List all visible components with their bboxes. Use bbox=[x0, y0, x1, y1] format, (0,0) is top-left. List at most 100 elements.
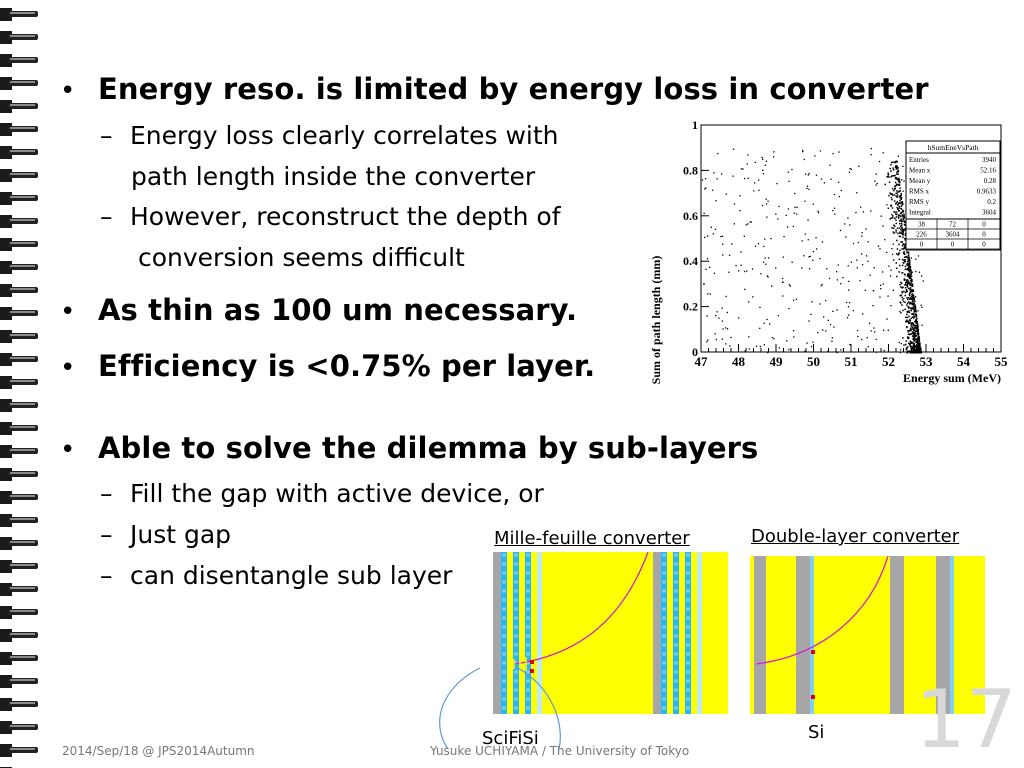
scatter-point bbox=[792, 225, 794, 228]
spiral-hole bbox=[0, 583, 12, 596]
scatter-point bbox=[882, 283, 884, 285]
scatter-point bbox=[911, 313, 914, 315]
scatter-point bbox=[898, 181, 901, 184]
scatter-point bbox=[754, 245, 757, 247]
scatter-point bbox=[912, 308, 915, 310]
scatter-point bbox=[807, 239, 809, 241]
spiral-hole bbox=[0, 514, 12, 527]
fiber-dot bbox=[514, 571, 518, 575]
scatter-point bbox=[722, 243, 724, 245]
scatter-point bbox=[898, 205, 901, 208]
scatter-point bbox=[765, 160, 768, 162]
spiral-ring-highlight bbox=[10, 288, 35, 290]
scatter-point bbox=[915, 320, 917, 322]
y-tick-label: 0 bbox=[692, 345, 698, 359]
scatter-point bbox=[914, 310, 916, 312]
spiral-ring-highlight bbox=[10, 518, 35, 520]
spiral-ring-highlight bbox=[10, 380, 35, 382]
scatter-point bbox=[810, 313, 812, 315]
scatter-point bbox=[909, 301, 911, 304]
dash-marker: – bbox=[100, 202, 113, 231]
scatter-point bbox=[902, 300, 905, 303]
x-tick-label: 47 bbox=[695, 354, 709, 369]
scatter-point bbox=[865, 255, 868, 257]
scatter-point bbox=[909, 288, 912, 290]
scatter-point bbox=[899, 294, 901, 297]
spiral-hole bbox=[0, 560, 12, 573]
scatter-point bbox=[861, 338, 863, 341]
scatter-point bbox=[897, 232, 899, 235]
scatter-point bbox=[905, 343, 907, 346]
fiber-dot bbox=[502, 598, 506, 602]
spiral-hole bbox=[0, 468, 12, 481]
scatter-point bbox=[857, 335, 859, 338]
scatter-point bbox=[907, 301, 910, 303]
scatter-point bbox=[894, 211, 896, 213]
fiber-dot bbox=[662, 580, 666, 584]
scatter-point bbox=[902, 190, 904, 192]
scatter-point bbox=[893, 194, 896, 196]
scatter-point bbox=[856, 259, 858, 261]
scatter-point bbox=[912, 345, 915, 347]
scatter-point bbox=[913, 347, 915, 349]
scatter-point bbox=[914, 324, 917, 327]
scatter-point bbox=[720, 235, 722, 238]
stats-grid-cell: 0 bbox=[951, 241, 955, 249]
subitem-reconstruct-depth: – However, reconstruct the depth of bbox=[100, 202, 561, 231]
scatter-point bbox=[898, 196, 901, 198]
spiral-ring-highlight bbox=[10, 334, 35, 336]
scatter-point bbox=[867, 346, 869, 348]
spiral-hole bbox=[0, 54, 12, 67]
x-tick-label: 54 bbox=[957, 354, 971, 369]
scatter-point bbox=[836, 351, 838, 354]
scatter-point bbox=[889, 167, 891, 170]
stats-grid-cell: 0 bbox=[982, 241, 986, 249]
scatter-point bbox=[810, 345, 813, 348]
scatter-point bbox=[911, 316, 914, 318]
spiral-ring-highlight bbox=[10, 35, 35, 37]
scatter-point bbox=[886, 318, 888, 320]
scatter-point bbox=[896, 206, 898, 209]
scatter-point bbox=[808, 172, 810, 175]
scatter-point bbox=[838, 195, 840, 198]
fiber-dot bbox=[662, 553, 666, 557]
scatter-point bbox=[898, 190, 901, 192]
spiral-ring-highlight bbox=[10, 173, 35, 175]
scatter-point bbox=[908, 293, 911, 296]
spiral-ring-highlight bbox=[10, 311, 35, 313]
scatter-point bbox=[909, 340, 911, 343]
scatter-point bbox=[906, 321, 908, 323]
scatter-point bbox=[833, 326, 835, 328]
scatter-point bbox=[879, 296, 881, 298]
scatter-point bbox=[792, 330, 795, 332]
scatter-point bbox=[833, 193, 836, 196]
scatter-point bbox=[915, 345, 917, 348]
scatter-point bbox=[831, 337, 833, 339]
fiber-dot bbox=[686, 562, 690, 566]
fiber-dot bbox=[662, 661, 666, 665]
scatter-point bbox=[898, 235, 900, 237]
scatter-point bbox=[901, 214, 904, 217]
scatter-point bbox=[919, 349, 922, 351]
scatter-point bbox=[911, 332, 913, 335]
stats-value: 3940 bbox=[982, 156, 997, 164]
scatter-point bbox=[870, 210, 872, 212]
bullet-thin: • As thin as 100 um necessary. bbox=[60, 293, 577, 327]
scatter-point bbox=[819, 257, 821, 260]
scatter-point bbox=[777, 314, 779, 317]
fiber-dot bbox=[674, 688, 678, 692]
scatter-point bbox=[759, 306, 761, 309]
scatter-point bbox=[874, 180, 876, 182]
scatter-point bbox=[721, 320, 723, 322]
scatter-point bbox=[892, 259, 895, 261]
scatter-point bbox=[765, 198, 767, 200]
scatter-point bbox=[840, 283, 842, 285]
x-tick-label: 53 bbox=[920, 354, 934, 369]
scifi-layer bbox=[513, 552, 519, 714]
scatter-point bbox=[907, 279, 909, 282]
scatter-point bbox=[746, 270, 748, 272]
scatter-point bbox=[898, 210, 900, 212]
scatter-point bbox=[901, 298, 904, 301]
scatter-point bbox=[900, 282, 903, 285]
scatter-point bbox=[900, 281, 902, 284]
